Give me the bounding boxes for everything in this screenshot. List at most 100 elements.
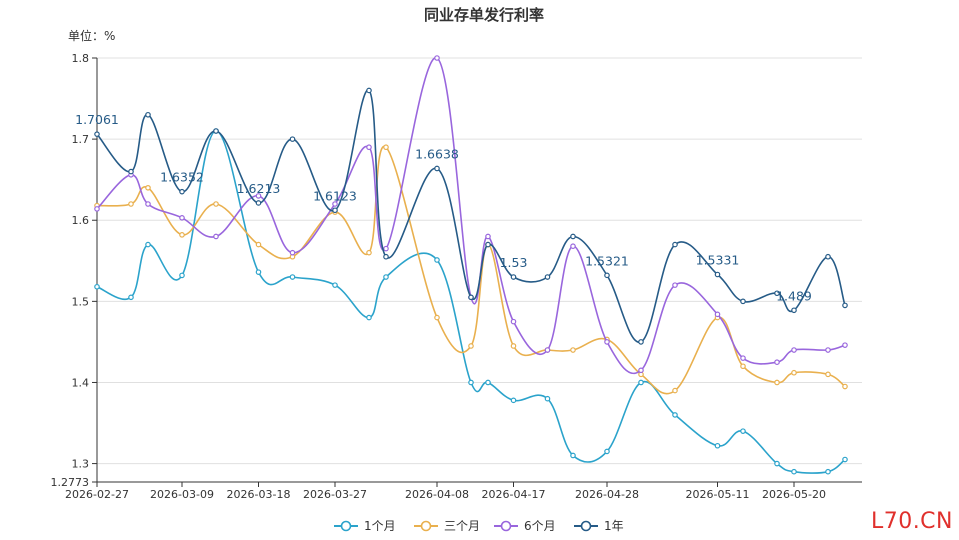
data-point <box>740 363 746 370</box>
data-point <box>842 342 848 348</box>
data-label: 1.6352 <box>160 170 204 185</box>
data-point <box>94 131 100 137</box>
legend[interactable]: 1个月 三个月 6个月 1年 <box>334 519 624 533</box>
data-point <box>544 347 551 353</box>
data-point <box>672 241 678 248</box>
legend-marker <box>580 520 592 532</box>
data-point <box>434 165 440 172</box>
y-tick-label: 1.4 <box>72 376 90 389</box>
data-point <box>740 298 746 305</box>
data-point <box>468 294 474 301</box>
data-point <box>825 468 831 475</box>
data-point <box>255 200 262 206</box>
data-point <box>825 371 831 378</box>
data-point <box>145 111 151 118</box>
data-point <box>145 184 151 191</box>
data-point <box>434 314 440 321</box>
data-point <box>366 144 372 151</box>
data-point <box>145 201 151 207</box>
x-tick-label: 2026-03-18 <box>227 488 291 501</box>
data-point <box>383 253 389 260</box>
data-point <box>366 314 372 321</box>
chart-title: 同业存单发行利率 <box>424 6 544 24</box>
data-point <box>570 452 576 459</box>
data-point <box>485 241 491 248</box>
legend-item[interactable]: 1年 <box>574 519 624 533</box>
data-point <box>638 339 644 345</box>
data-point <box>842 302 848 309</box>
legend-item[interactable]: 6个月 <box>494 519 556 533</box>
data-point <box>179 215 185 221</box>
series-line-1 <box>96 145 846 395</box>
data-point <box>638 379 644 386</box>
legend-item[interactable]: 三个月 <box>414 519 480 533</box>
data-label: 1.489 <box>776 288 812 303</box>
data-point <box>485 233 491 240</box>
series-line-3 <box>96 89 846 343</box>
data-point <box>213 128 219 134</box>
legend-item[interactable]: 1个月 <box>334 519 396 533</box>
data-point <box>383 245 389 252</box>
data-point <box>434 257 440 263</box>
data-point <box>740 428 746 434</box>
data-point <box>672 282 678 288</box>
data-point <box>179 232 185 238</box>
data-point <box>128 168 134 175</box>
data-point <box>383 144 389 151</box>
data-point <box>570 243 576 249</box>
data-point <box>434 55 440 61</box>
data-point <box>774 460 780 467</box>
data-label: 1.6123 <box>313 188 357 203</box>
data-point <box>604 448 610 455</box>
data-point <box>638 367 644 374</box>
y-tick-label: 1.5 <box>72 295 90 308</box>
data-point <box>128 201 134 207</box>
legend-marker <box>340 520 352 532</box>
data-point <box>366 249 372 256</box>
legend-label: 1个月 <box>364 519 396 533</box>
data-point <box>774 359 780 365</box>
data-point <box>791 307 797 314</box>
data-point <box>128 294 134 301</box>
data-point <box>485 379 491 386</box>
y-tick-label: 1.8 <box>72 52 90 65</box>
data-point <box>332 201 338 207</box>
watermark-logo: L70.CN <box>870 509 953 534</box>
series-lines <box>94 55 848 475</box>
data-point <box>714 271 721 278</box>
x-tick-label: 2026-02-27 <box>65 488 129 501</box>
data-point <box>774 290 780 297</box>
data-point <box>255 269 262 275</box>
data-point <box>774 379 780 386</box>
data-point <box>213 201 219 207</box>
y-tick-label: 1.2773 <box>51 476 90 489</box>
data-point <box>842 456 848 463</box>
data-point <box>468 343 474 349</box>
x-tick-label: 2026-05-11 <box>686 488 750 501</box>
data-point <box>289 249 296 256</box>
legend-label: 6个月 <box>524 519 556 533</box>
data-point <box>510 274 517 280</box>
data-point <box>570 347 576 353</box>
data-point <box>672 412 678 418</box>
data-labels: 1.7061 1.6352 1.6213 1.6123 1.6638 1.53 1.5321… <box>75 112 812 303</box>
data-point <box>791 347 797 353</box>
x-tick-label: 2026-03-27 <box>303 488 367 501</box>
data-point <box>213 233 219 240</box>
data-point <box>179 188 185 195</box>
data-point <box>289 136 296 142</box>
data-point <box>510 397 517 404</box>
x-tick-label: 2026-04-28 <box>575 488 639 501</box>
data-point <box>604 272 610 279</box>
data-label: 1.6638 <box>415 146 459 161</box>
data-point <box>544 274 551 280</box>
data-point <box>604 339 610 345</box>
data-point <box>570 233 576 240</box>
y-tick-label: 1.6 <box>72 214 90 227</box>
data-point <box>842 383 848 390</box>
legend-label: 1年 <box>604 519 624 533</box>
data-point <box>255 193 262 199</box>
data-point <box>145 241 151 248</box>
data-point <box>740 355 746 361</box>
